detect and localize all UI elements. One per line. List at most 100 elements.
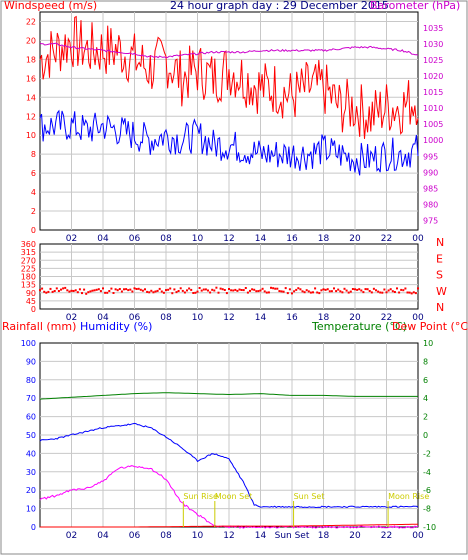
y2-tick-label: 990 [423,168,438,177]
direction-point [372,287,375,290]
x-tick-label: 18 [318,313,330,323]
direction-point [314,287,317,290]
direction-point [148,291,151,294]
direction-point [83,288,86,291]
direction-point [299,288,302,291]
y-tick-label: 225 [21,264,36,273]
direction-point [72,290,75,292]
x-tick-label: 18 [318,531,330,541]
y2-tick-label: 1030 [423,40,443,49]
direction-point [280,290,283,293]
direction-point [387,289,390,292]
direction-point [167,288,170,291]
x-tick-label: 08 [160,531,172,541]
direction-point [131,290,134,293]
direction-point [272,287,275,290]
direction-point [225,292,228,295]
direction-point [379,291,382,294]
direction-point [400,288,403,291]
x-tick-label: 14 [255,313,267,323]
y2-tick-label: 8 [423,357,428,366]
y-tick-label: 100 [21,339,36,348]
y2-tick-label: 1015 [423,88,443,97]
direction-point [87,291,90,294]
y2-tick-label: 1005 [423,120,443,129]
y-tick-label: 8 [31,150,36,159]
direction-point [249,289,251,292]
x-tick-label: 14 [255,531,267,541]
event-label: Sun Set [294,492,325,501]
direction-point [297,287,300,290]
direction-point [139,288,142,291]
y2-tick-label: 0 [423,431,428,440]
direction-point [137,287,140,290]
x-tick-label: 00 [412,313,424,323]
y-tick-label: 40 [26,449,36,458]
direction-point [104,291,107,294]
x-tick-label: 04 [97,531,109,541]
y2-tick-label: -4 [423,468,431,477]
direction-point [192,292,195,294]
direction-point [375,289,377,292]
x-tick-label: 18 [318,234,330,244]
y2-tick-label: 2 [423,413,428,422]
y2-tick-label: -6 [423,486,431,495]
event-label: Moon Set [215,492,252,501]
dewpoint-axis-label: Dew Point (°C) [392,320,468,333]
y-tick-label: 90 [26,289,36,298]
direction-point [391,290,394,293]
direction-point [43,290,46,293]
barometer-axis-label: Barometer (hPa) [370,0,460,12]
direction-point [404,287,407,290]
y2-tick-label: -8 [423,505,431,514]
x-tick-label: 16 [286,234,298,244]
wind-series [39,15,419,176]
direction-point [64,286,67,289]
y-tick-label: 70 [26,394,36,403]
direction-point [278,290,281,293]
y-tick-label: 10 [26,131,36,140]
direction-point [307,290,310,293]
direction-point [160,290,163,293]
direction-point [303,291,306,294]
direction-point [345,289,348,292]
direction-point [362,291,365,294]
y-tick-label: 0 [31,523,36,532]
y-tick-label: 16 [26,74,36,83]
direction-point [76,291,79,294]
y-tick-label: 10 [26,505,36,514]
rainfall-axis-label: Rainfall (mm) [2,320,76,333]
direction-point [198,287,201,289]
direction-point [242,289,245,292]
humidity-axis-label: Humidity (%) [80,320,152,333]
y-tick-label: 0 [31,305,36,314]
direction-point [347,291,350,294]
wind-axes: 02 04 06 08 10 12 14 16 18 20 22 000246810121416182… [26,17,444,244]
direction-point [162,291,165,294]
direction-point [230,289,233,292]
direction-point [215,286,218,289]
direction-point [240,289,243,291]
compass-label: N [436,301,444,314]
y-tick-label: 135 [21,281,36,290]
direction-point [333,287,335,290]
y-tick-label: 18 [26,55,36,64]
y-tick-label: 20 [26,486,36,495]
direction-point [253,288,256,291]
direction-point [356,288,359,291]
direction-point [398,291,401,294]
direction-point [99,290,102,293]
direction-point [106,291,109,294]
y2-tick-label: 10 [423,339,433,348]
direction-point [60,288,62,291]
x-tick-label: 22 [381,531,392,541]
direction-point [282,290,285,293]
x-tick-label: 06 [129,234,141,244]
x-tick-label: 22 [381,234,392,244]
compass-label: W [436,285,447,298]
direction-point [322,288,325,291]
direction-point [261,287,264,290]
direction-point [209,291,212,294]
direction-point [85,292,88,295]
